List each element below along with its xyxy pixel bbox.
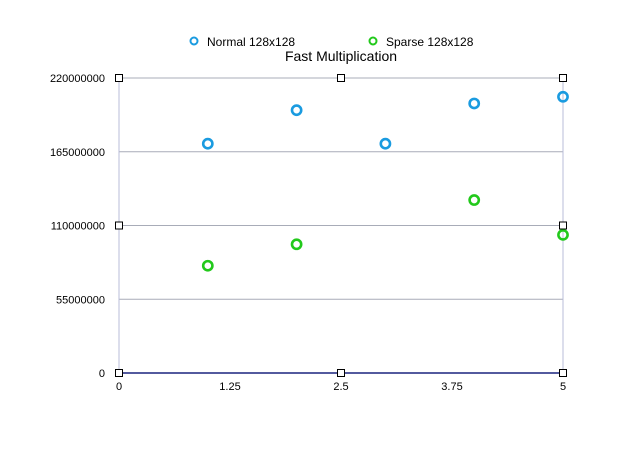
data-point-normal — [201, 137, 214, 150]
legend-label-sparse: Sparse 128x128 — [386, 35, 474, 49]
y-tick-label: 165000000 — [50, 147, 105, 159]
selection-handle[interactable] — [559, 221, 567, 230]
selection-handle[interactable] — [115, 369, 123, 377]
y-tick-label: 55000000 — [56, 294, 105, 306]
chart-title: Fast Multiplication — [285, 48, 397, 64]
data-point-normal — [557, 90, 569, 103]
data-point-sparse — [557, 228, 569, 241]
selection-handle[interactable] — [115, 74, 123, 82]
x-tick-label: 2.5 — [333, 381, 348, 393]
y-tick-label: 220000000 — [50, 73, 105, 85]
y-tick-label: 110000000 — [51, 221, 105, 233]
data-point-sparse — [290, 238, 303, 251]
data-point-sparse — [468, 194, 481, 206]
legend-item-sparse: Sparse 128x128 — [368, 35, 474, 49]
selection-handle[interactable] — [115, 221, 123, 230]
y-tick-label: 0 — [99, 368, 105, 380]
legend-item-normal: Normal 128x128 — [189, 35, 295, 49]
legend: Normal 128x128 Sparse 128x128 — [189, 35, 474, 49]
x-tick-label: 1.25 — [219, 381, 240, 393]
x-tick-label: 5 — [560, 381, 566, 393]
selection-handle[interactable] — [559, 369, 567, 377]
data-point-normal — [468, 97, 481, 110]
selection-handle[interactable] — [559, 74, 567, 82]
legend-marker-sparse — [368, 36, 378, 46]
data-point-normal — [290, 104, 303, 117]
x-tick-label: 0 — [116, 381, 122, 393]
legend-marker-normal — [189, 36, 199, 46]
legend-label-normal: Normal 128x128 — [207, 35, 295, 49]
selection-handle[interactable] — [337, 74, 345, 82]
x-tick-label: 3.75 — [441, 381, 462, 393]
data-point-sparse — [201, 259, 214, 272]
plot-area: 0 55000000 110000000 165000000 220000000 0 1.2… — [50, 73, 569, 393]
selection-handle[interactable] — [337, 369, 345, 377]
data-point-normal — [379, 137, 392, 150]
